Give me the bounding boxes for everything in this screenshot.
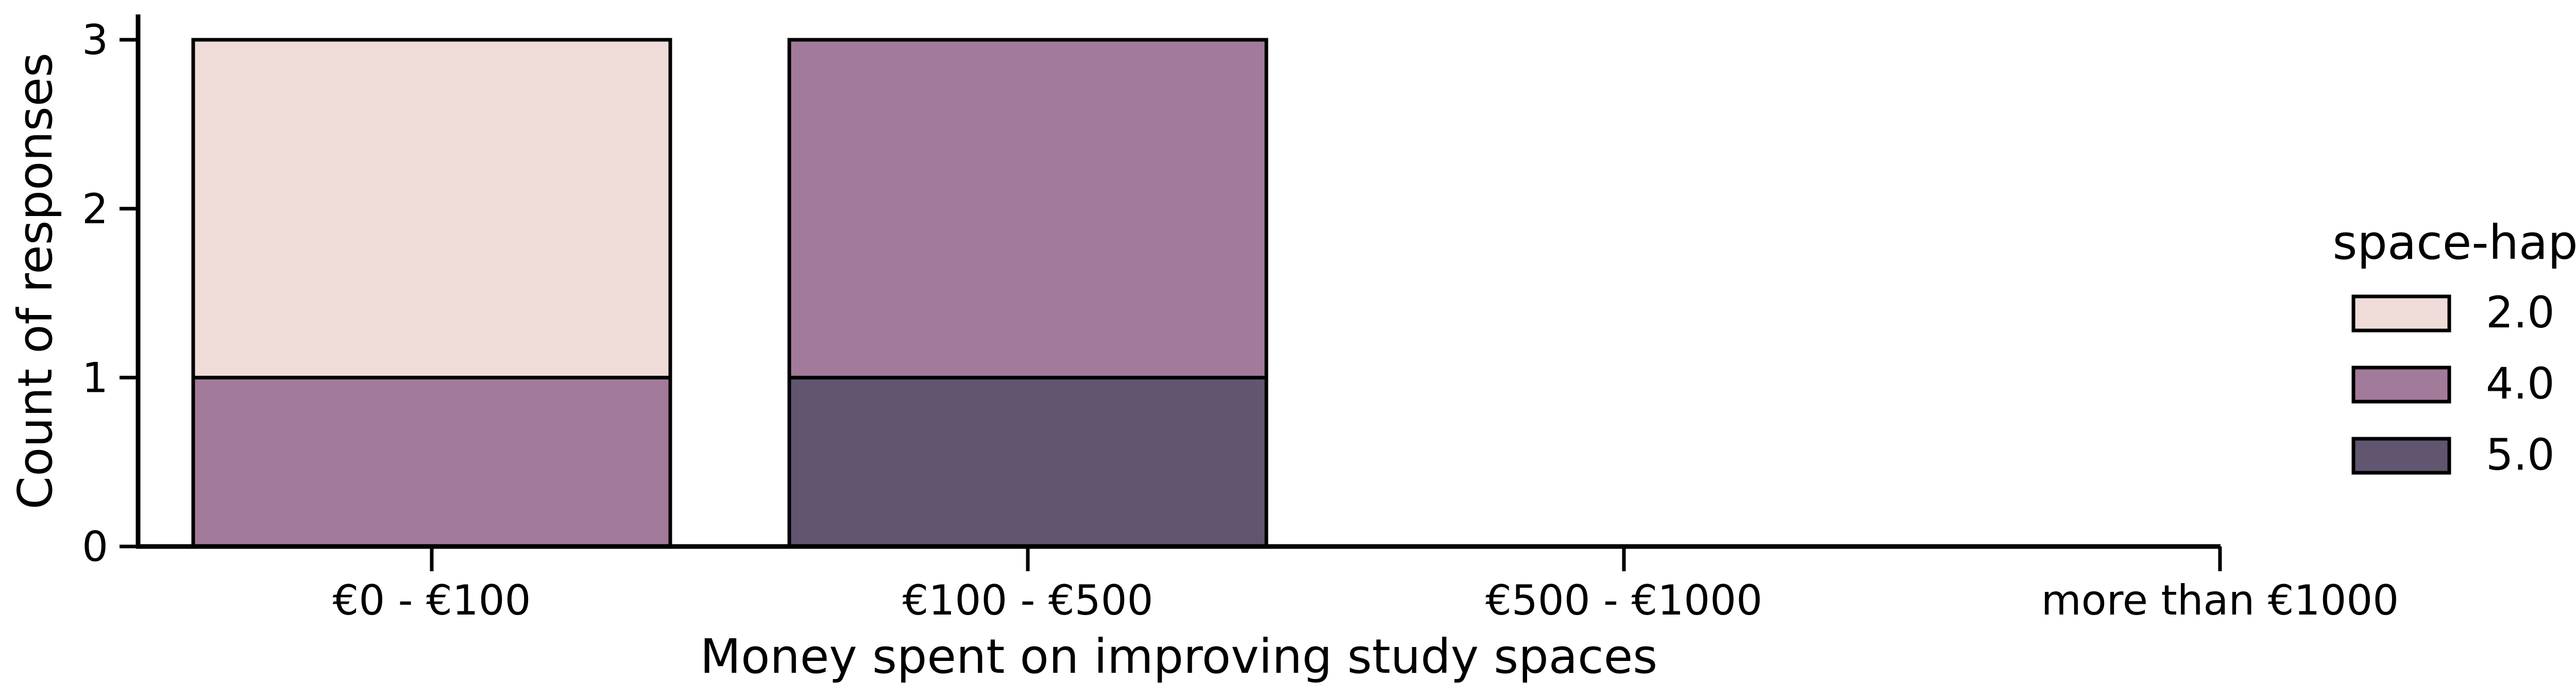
x-axis-ticks: €0 - €100 €100 - €500 €500 - €1000 more tha… bbox=[332, 546, 2399, 624]
bars bbox=[191, 38, 1268, 549]
legend-title: space-happy bbox=[2332, 215, 2576, 270]
legend-entries: 2.0 4.0 5.0 bbox=[2351, 287, 2555, 480]
y-axis-label: Count of responses bbox=[8, 53, 63, 509]
x-tick-label: €500 - €1000 bbox=[1485, 576, 1762, 624]
x-tick-label: €100 - €500 bbox=[903, 576, 1154, 624]
x-tick-label: more than €1000 bbox=[2041, 576, 2399, 624]
x-axis-label: Money spent on improving study spaces bbox=[700, 629, 1658, 684]
y-tick-label: 2 bbox=[82, 185, 108, 233]
y-tick-label: 0 bbox=[82, 523, 108, 571]
legend-swatch bbox=[2351, 294, 2451, 333]
legend: space-happy 2.0 4.0 5.0 bbox=[2332, 215, 2576, 480]
bar-segment bbox=[787, 38, 1268, 379]
y-axis-ticks: 0 1 2 3 bbox=[82, 16, 138, 571]
y-tick-label: 3 bbox=[82, 16, 108, 64]
bar-segment bbox=[787, 375, 1268, 549]
legend-swatch bbox=[2351, 437, 2451, 475]
legend-swatch bbox=[2351, 366, 2451, 404]
bar-segment bbox=[191, 375, 672, 549]
legend-label: 4.0 bbox=[2486, 358, 2555, 409]
legend-label: 2.0 bbox=[2486, 287, 2555, 338]
bar-segment bbox=[191, 38, 672, 379]
y-tick-label: 1 bbox=[82, 354, 108, 402]
legend-label: 5.0 bbox=[2486, 429, 2555, 480]
x-tick-label: €0 - €100 bbox=[332, 576, 531, 624]
